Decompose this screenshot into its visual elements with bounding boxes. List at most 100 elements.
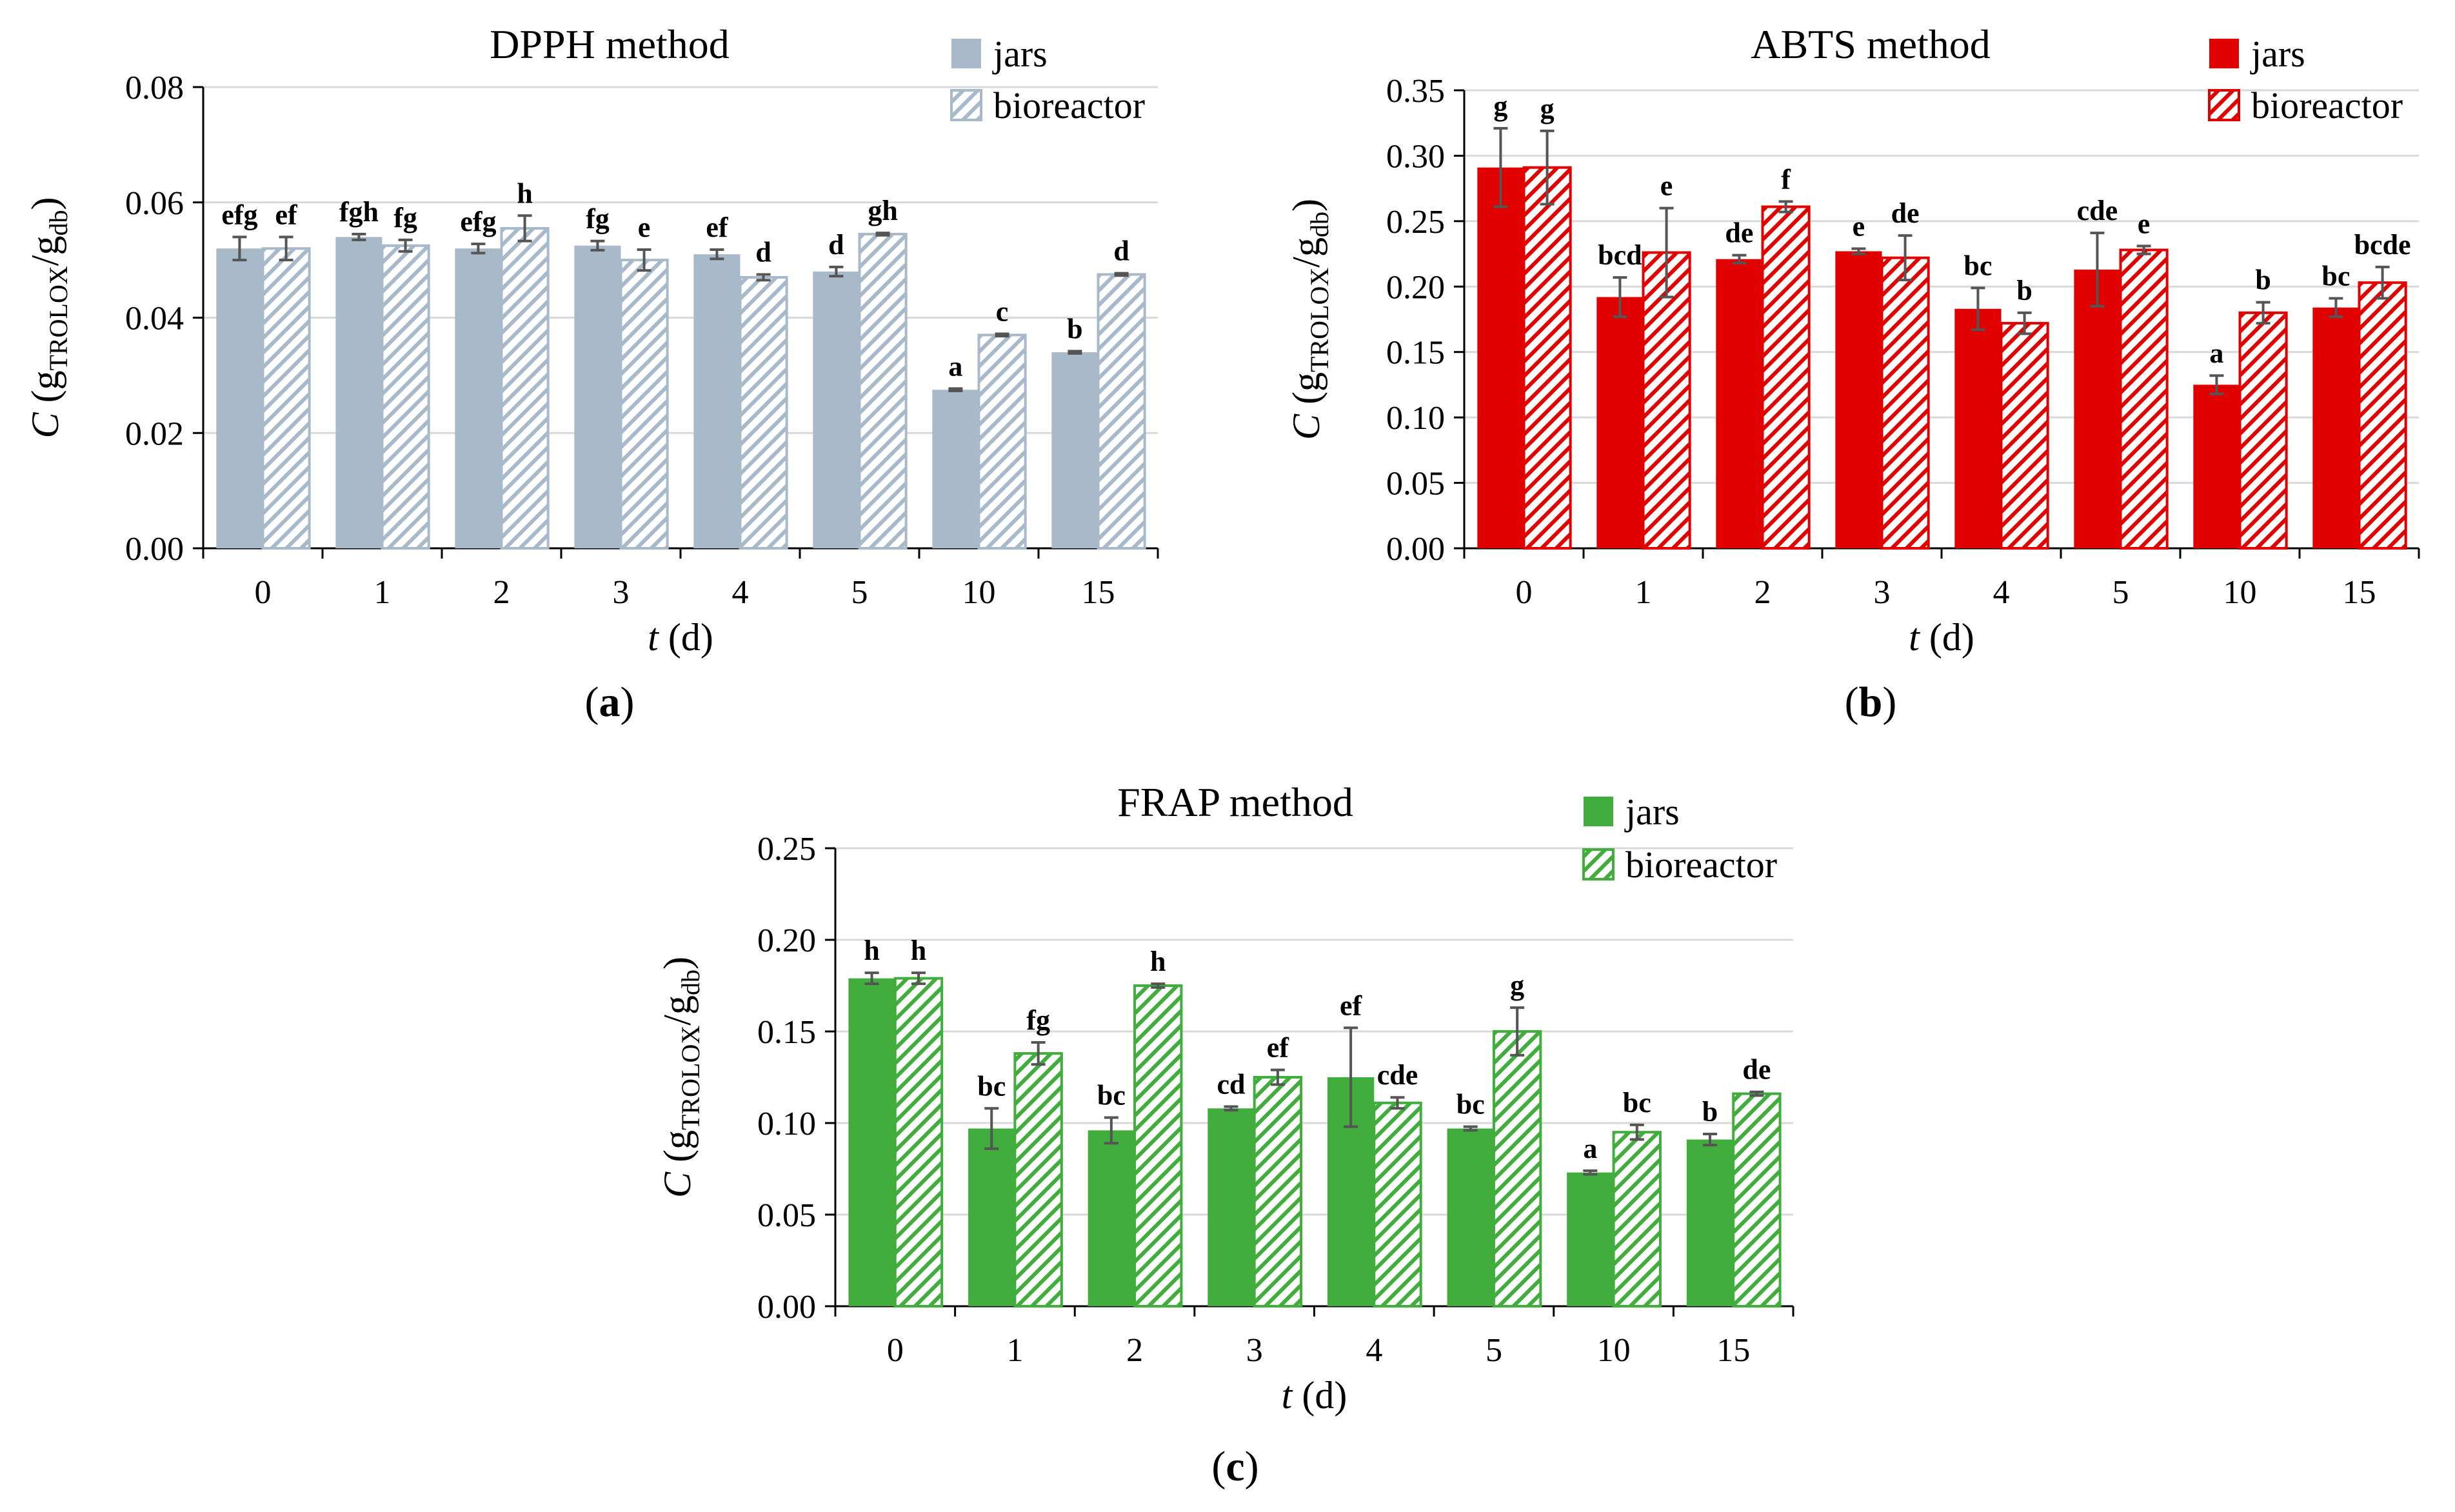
x-tick-label: 1: [1635, 574, 1652, 611]
bar-jars-15: [1686, 1139, 1734, 1306]
bar-jars-5: [1447, 1128, 1494, 1306]
error-bar-bioreactor-2: [1778, 200, 1793, 214]
significance-letter: d: [1113, 235, 1129, 267]
bar-jars-5: [2074, 269, 2121, 548]
significance-letter: fg: [393, 202, 417, 234]
x-tick-label: 15: [1082, 574, 1115, 611]
x-tick-label: 2: [1126, 1332, 1143, 1369]
y-tick-label: 0.08: [125, 70, 184, 106]
error-bar-jars-3: [1851, 247, 1866, 255]
significance-letter: e: [1853, 210, 1865, 242]
bar-jars-1: [968, 1128, 1015, 1306]
significance-letter: a: [948, 350, 962, 382]
bar-bioreactor-15: [2358, 281, 2407, 550]
x-tick-label: 3: [1246, 1332, 1263, 1369]
significance-letter: cde: [1377, 1059, 1418, 1091]
y-tick-label: 0.10: [757, 1106, 816, 1142]
error-bar-jars-0: [232, 235, 247, 262]
y-tick-label: 0.00: [125, 531, 184, 568]
x-tick-label: 5: [1486, 1332, 1502, 1369]
significance-letter: gh: [868, 195, 897, 226]
error-bar-jars-1: [984, 1107, 999, 1150]
error-bar-jars-3: [590, 239, 605, 252]
bar-bioreactor-10: [2238, 311, 2288, 550]
bar-bioreactor-4: [2000, 322, 2049, 550]
error-bar-bioreactor-0: [279, 235, 293, 262]
significance-letter: de: [1725, 217, 1753, 249]
y-tick-label: 0.15: [757, 1014, 816, 1051]
bar-jars-2: [455, 248, 502, 548]
y-tick-label: 0.05: [1386, 466, 1445, 502]
bar-bioreactor-4: [1373, 1101, 1422, 1308]
bar-jars-10: [2193, 384, 2240, 548]
legend-label-jars: jars: [2250, 33, 2305, 75]
significance-letter: bc: [1456, 1089, 1485, 1120]
x-tick-label: 4: [1366, 1332, 1382, 1369]
panel-label: (a): [585, 679, 635, 726]
x-tick-label: 15: [2343, 574, 2376, 611]
bar-jars-0: [216, 248, 263, 548]
error-bar-bioreactor-15: [1114, 272, 1129, 277]
error-bar-bioreactor-1: [398, 238, 413, 253]
error-bar-bioreactor-2: [517, 214, 532, 243]
legend-label-bioreactor: bioreactor: [2251, 85, 2403, 126]
x-tick-label: 5: [851, 574, 868, 611]
legend-swatch-jars: [1584, 797, 1613, 826]
significance-letter: bcde: [2354, 229, 2411, 261]
bar-bioreactor-4: [739, 275, 788, 550]
error-bar-jars-5: [1463, 1125, 1478, 1132]
significance-letter: d: [755, 236, 771, 268]
error-bar-bioreactor-3: [1898, 234, 1913, 282]
significance-letter: fgh: [339, 196, 379, 228]
significance-letter: bc: [1097, 1079, 1126, 1111]
legend-swatch-jars: [951, 39, 981, 68]
error-bar-bioreactor-15: [1749, 1090, 1764, 1097]
significance-letter: h: [1150, 946, 1166, 977]
x-tick-label: 4: [732, 574, 749, 611]
x-axis-label: t (d): [648, 616, 713, 659]
y-tick-label: 0.00: [757, 1289, 816, 1326]
bar-bioreactor-2: [1761, 205, 1811, 550]
error-bar-jars-0: [864, 971, 879, 986]
error-bar-bioreactor-3: [637, 248, 651, 272]
x-axis-label: t (d): [1282, 1374, 1347, 1417]
x-tick-label: 10: [2223, 574, 2257, 611]
bar-bioreactor-10: [1612, 1131, 1662, 1308]
significance-letter: h: [911, 935, 926, 966]
bar-jars-1: [335, 237, 383, 548]
bar-jars-15: [1051, 352, 1098, 548]
x-tick-label: 3: [613, 574, 630, 611]
x-tick-label: 0: [255, 574, 272, 611]
bar-jars-10: [1567, 1172, 1614, 1306]
bar-bioreactor-10: [977, 333, 1027, 550]
error-bar-jars-4: [1344, 1026, 1358, 1128]
x-tick-label: 0: [887, 1332, 904, 1369]
bar-bioreactor-5: [858, 232, 908, 550]
legend-swatch-jars: [2209, 39, 2239, 68]
error-bar-jars-4: [1971, 286, 1985, 332]
significance-letter: efg: [460, 206, 496, 237]
chart-title: FRAP method: [1117, 779, 1353, 825]
significance-letter: efg: [221, 199, 257, 230]
bar-bioreactor-3: [619, 259, 669, 550]
error-bar-bioreactor-4: [756, 273, 771, 282]
significance-letter: fg: [1026, 1004, 1050, 1036]
legend: jars bioreactor: [2208, 33, 2403, 126]
significance-letter: g: [1493, 90, 1507, 122]
significance-letter: b: [1067, 313, 1082, 344]
y-tick-label: 0.04: [125, 301, 184, 337]
x-tick-label: 2: [493, 574, 510, 611]
x-tick-label: 2: [1754, 574, 1771, 611]
y-tick-label: 0.00: [1386, 531, 1445, 568]
significance-letter: fg: [586, 203, 610, 235]
bar-jars-4: [693, 254, 740, 548]
error-bar-jars-1: [1613, 276, 1627, 318]
legend-swatch-bioreactor: [950, 89, 982, 121]
error-bar-bioreactor-0: [1540, 129, 1555, 206]
bar-jars-0: [848, 978, 895, 1306]
x-tick-label: 4: [1993, 574, 2010, 611]
bar-jars-2: [1088, 1130, 1135, 1306]
x-tick-label: 1: [374, 574, 391, 611]
y-tick-label: 0.06: [125, 185, 184, 222]
legend-label-bioreactor: bioreactor: [993, 85, 1145, 126]
